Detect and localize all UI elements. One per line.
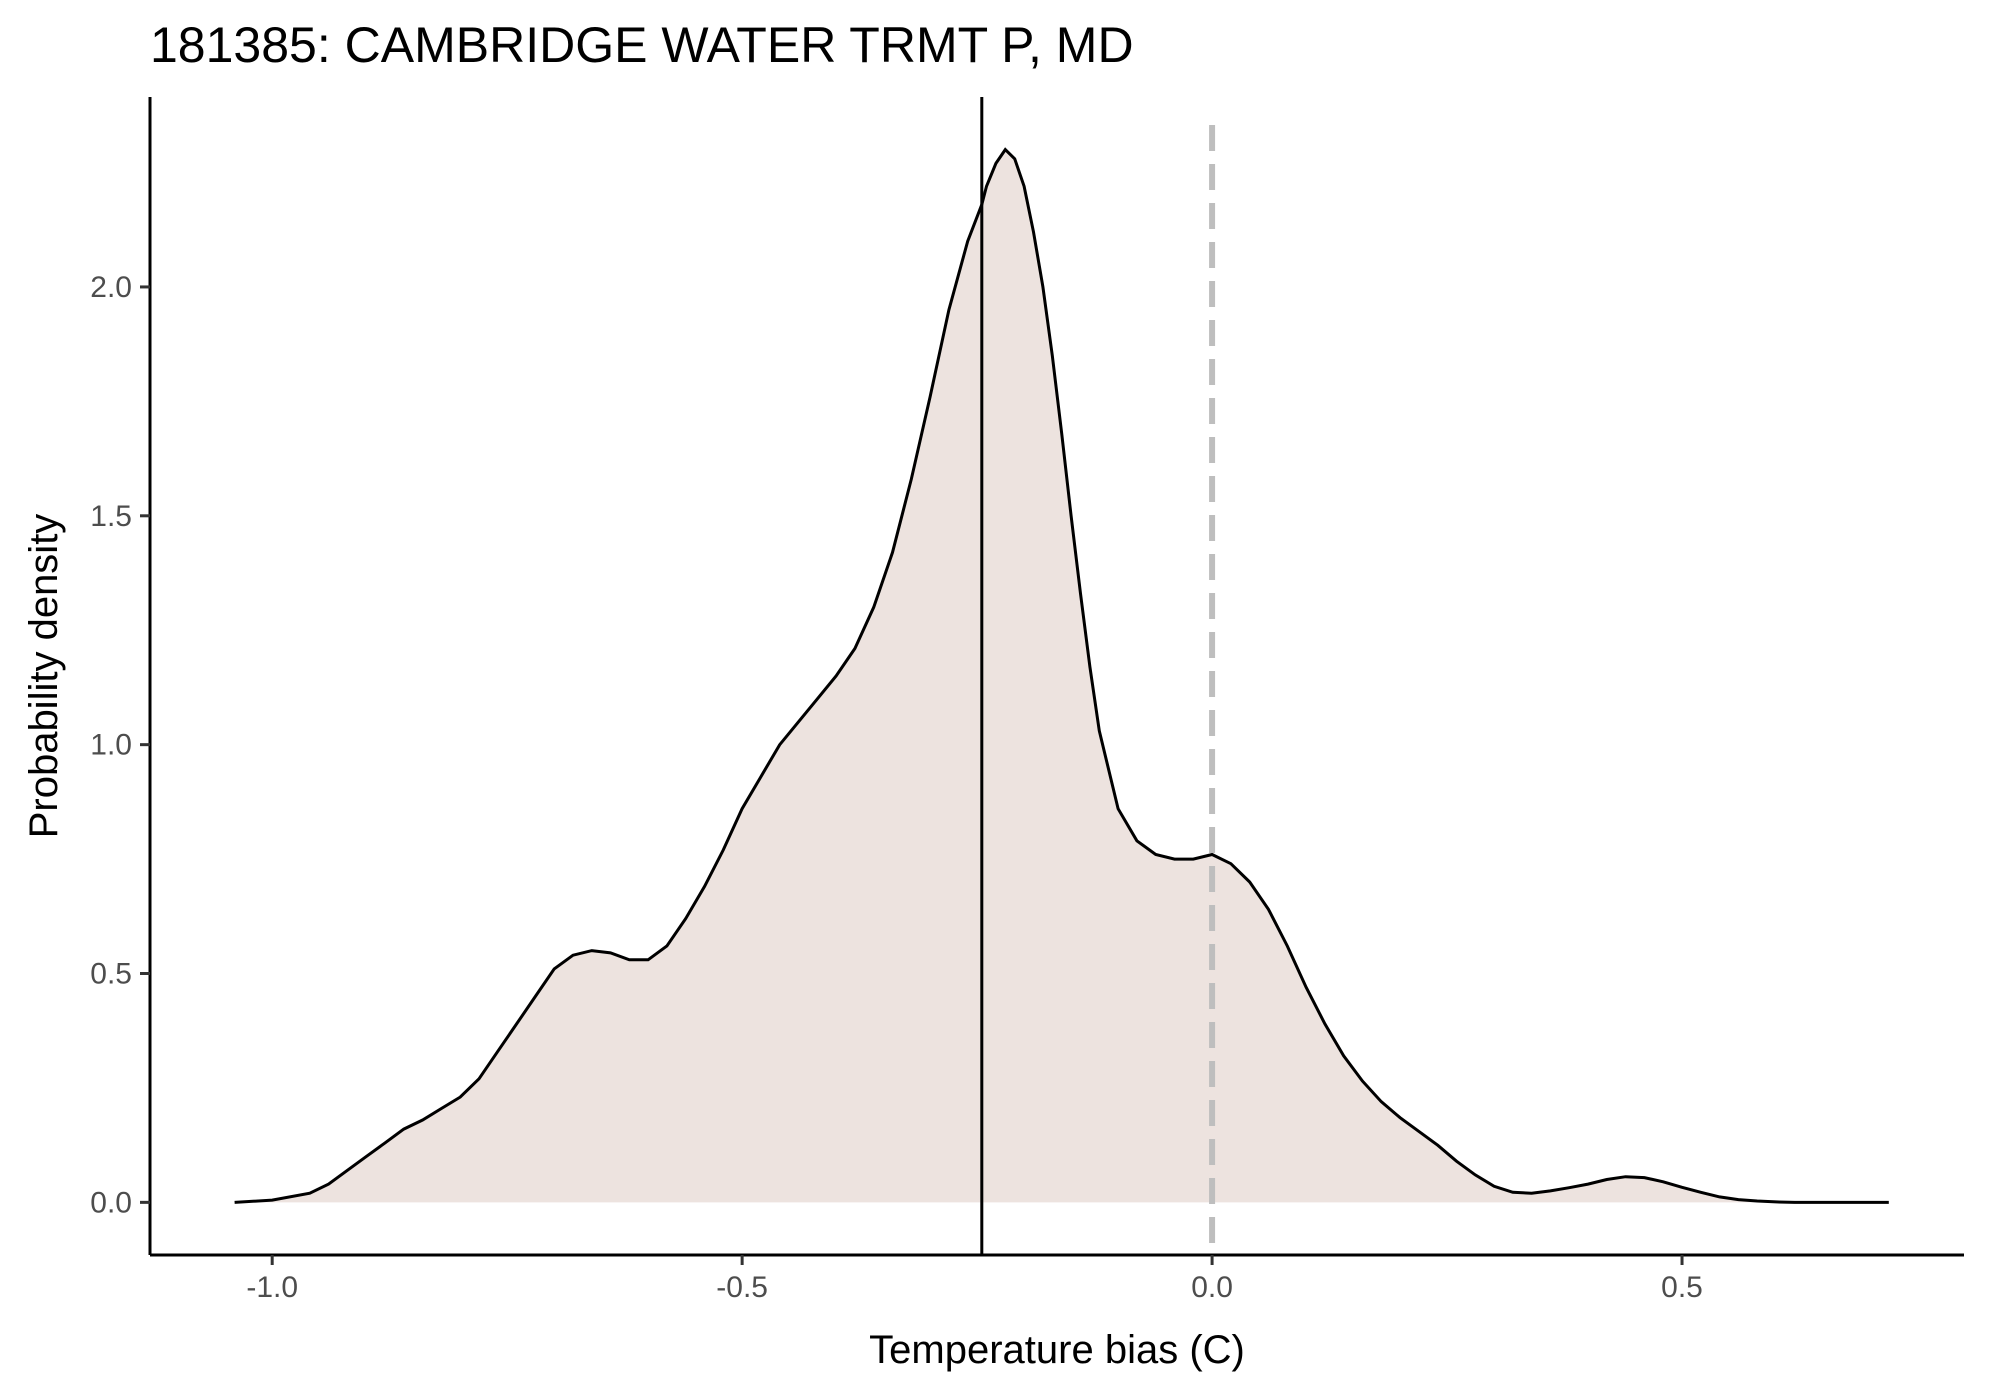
y-tick-label: 1.0 (90, 729, 132, 762)
y-tick-label: 0.5 (90, 958, 132, 991)
density-curve (234, 147, 1889, 1204)
x-axis-title: Temperature bias (C) (869, 1328, 1245, 1372)
x-tick-label: -0.5 (716, 1271, 768, 1304)
chart-title: 181385: CAMBRIDGE WATER TRMT P, MD (150, 17, 1134, 73)
x-tick-label: -1.0 (246, 1271, 298, 1304)
x-axis: -1.0 -0.5 0.0 0.5 (150, 1253, 1964, 1304)
y-tick-label: 1.5 (90, 500, 132, 533)
y-tick-label: 2.0 (90, 271, 132, 304)
x-tick-label: 0.5 (1661, 1271, 1703, 1304)
y-tick-label: 0.0 (90, 1186, 132, 1219)
y-axis-title: Probability density (22, 514, 66, 839)
density-area (234, 149, 1889, 1203)
y-axis: 0.0 0.5 1.0 1.5 2.0 (90, 97, 152, 1255)
x-tick-label: 0.0 (1191, 1271, 1233, 1304)
plot-area (234, 97, 1889, 1255)
